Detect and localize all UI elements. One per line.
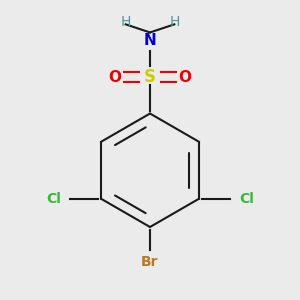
Text: N: N [144, 33, 156, 48]
Text: O: O [178, 70, 192, 85]
Text: Br: Br [141, 255, 159, 269]
Text: S: S [144, 68, 156, 86]
Text: H: H [169, 15, 179, 29]
Text: H: H [121, 15, 131, 29]
Text: O: O [108, 70, 122, 85]
Text: Cl: Cl [46, 192, 61, 206]
Text: Cl: Cl [239, 192, 254, 206]
